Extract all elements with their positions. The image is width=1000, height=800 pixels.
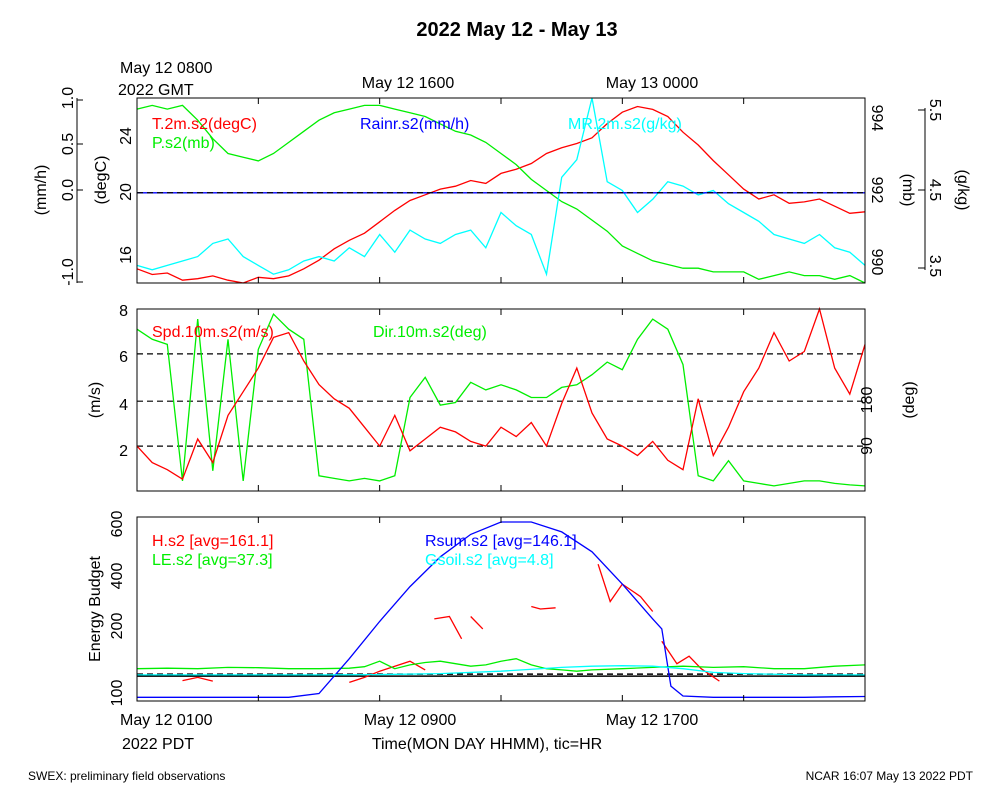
axis-label-mmh: (mm/h) bbox=[33, 165, 50, 216]
legend-wind-direction: Dir.10m.s2(deg) bbox=[373, 324, 487, 341]
legend-temperature: T.2m.s2(degC) bbox=[152, 116, 257, 133]
tick-label: 994 bbox=[868, 105, 885, 132]
tick-label: 200 bbox=[109, 613, 126, 640]
footer-right: NCAR 16:07 May 13 2022 PDT bbox=[806, 769, 974, 783]
x-axis-label: Time(MON DAY HHMM), tic=HR bbox=[372, 736, 602, 753]
legend-sensible-heat: H.s2 [avg=161.1] bbox=[152, 533, 273, 550]
legend-pressure: P.s2(mb) bbox=[152, 135, 215, 152]
series-line-rsum-s2 bbox=[137, 521, 866, 698]
tick-label: 0.0 bbox=[60, 179, 77, 201]
tick-label: 990 bbox=[868, 249, 885, 276]
chart-title: 2022 May 12 - May 13 bbox=[416, 19, 617, 41]
axis-label-degc: (degC) bbox=[93, 156, 110, 205]
series-line-p-s2 bbox=[136, 104, 866, 284]
top-time-label: 2022 GMT bbox=[118, 82, 194, 99]
series-line-wind-speed bbox=[136, 306, 866, 481]
tick-label: 180 bbox=[859, 387, 876, 414]
bottom-time-label: May 12 0900 bbox=[364, 712, 457, 729]
series-line-h-s2 bbox=[661, 640, 720, 682]
panel-middle: 2 4 6 8 (m/s) 90 180 (deg) Spd.10m.s2(m/… bbox=[87, 303, 918, 492]
series-line-h-s2 bbox=[434, 615, 463, 640]
tick-label: 1.0 bbox=[60, 87, 77, 109]
tick-label: 400 bbox=[109, 563, 126, 590]
top-plot-area bbox=[136, 97, 866, 284]
tick-label: 992 bbox=[868, 177, 885, 204]
tick-label: 2 bbox=[119, 443, 128, 460]
tick-label: 5.5 bbox=[926, 99, 943, 121]
legend-rain-rate: Rainr.s2(mm/h) bbox=[360, 116, 469, 133]
legend-radiation-sum: Rsum.s2 [avg=146.1] bbox=[425, 533, 577, 550]
series-line-h-s2 bbox=[470, 616, 484, 630]
legend-mixing-ratio: MR.2m.s2(g/kg) bbox=[568, 116, 682, 133]
bottom-panel-frame bbox=[136, 516, 866, 702]
middle-panel-frame bbox=[136, 308, 866, 492]
series-line-gsoil-s2 bbox=[137, 665, 865, 676]
series-line-wind-direction bbox=[136, 312, 866, 487]
tick-label: 3.5 bbox=[926, 255, 943, 277]
series-line-h-s2 bbox=[349, 660, 426, 684]
tick-label: 600 bbox=[109, 511, 126, 538]
tick-label: 24 bbox=[118, 127, 135, 145]
legend-wind-speed: Spd.10m.s2(m/s) bbox=[152, 324, 274, 341]
legend-latent-heat: LE.s2 [avg=37.3] bbox=[152, 552, 273, 569]
tick-label: 100 bbox=[109, 680, 126, 707]
series-line-h-s2 bbox=[531, 605, 556, 610]
legend-soil-heat: Gsoil.s2 [avg=4.8] bbox=[425, 552, 554, 569]
axis-label-ms: (m/s) bbox=[87, 382, 104, 418]
axis-label-energy: Energy Budget bbox=[87, 556, 104, 662]
bottom-time-label: May 12 1700 bbox=[606, 712, 699, 729]
tick-label: 16 bbox=[118, 246, 135, 264]
axis-label-mb: (mb) bbox=[899, 174, 916, 207]
top-time-label: May 13 0000 bbox=[606, 75, 699, 92]
tick-label: 0.5 bbox=[60, 133, 77, 155]
panel-bottom: 100 200 400 600 Energy Budget H.s2 [avg=… bbox=[87, 511, 866, 707]
top-panel-frame bbox=[136, 97, 866, 284]
series-line-le-s2 bbox=[136, 658, 866, 672]
bottom-time-label: May 12 0100 bbox=[120, 712, 213, 729]
top-time-label: May 12 1600 bbox=[362, 75, 455, 92]
tick-label: 4.5 bbox=[926, 179, 943, 201]
series-line-mr-2m-s2 bbox=[136, 97, 866, 277]
tick-label: 6 bbox=[119, 349, 128, 366]
tick-label: -1.0 bbox=[60, 258, 77, 286]
tick-label: 20 bbox=[118, 183, 135, 201]
footer-left: SWEX: preliminary field observations bbox=[28, 769, 225, 783]
tick-label: 8 bbox=[119, 303, 128, 320]
series-line-h-s2 bbox=[182, 676, 213, 682]
axis-label-deg: (deg) bbox=[901, 381, 918, 418]
axis-label-gkg: (g/kg) bbox=[954, 170, 971, 211]
tick-label: 4 bbox=[119, 397, 128, 414]
middle-plot-area bbox=[136, 306, 866, 491]
panel-top: -1.0 0.0 0.5 1.0 (mm/h) 24 20 16 (degC) … bbox=[33, 87, 971, 286]
tick-label: 90 bbox=[859, 437, 876, 455]
bottom-time-label: 2022 PDT bbox=[122, 736, 194, 753]
bottom-plot-area bbox=[136, 517, 866, 701]
top-time-label: May 12 0800 bbox=[120, 60, 213, 77]
